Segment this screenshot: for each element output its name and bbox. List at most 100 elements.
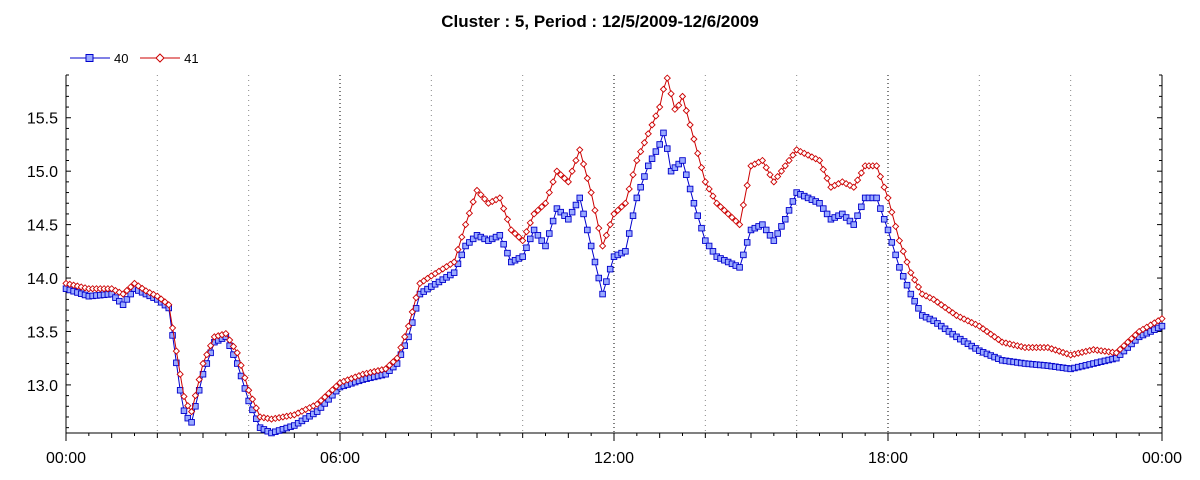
axis-layer [65,74,1163,441]
data-point-41 [640,139,649,147]
data-point-41 [583,174,591,182]
data-point-41 [850,183,858,191]
data-point-41 [648,121,656,129]
data-point-41 [412,294,420,302]
data-point-41 [785,156,793,165]
data-point-40 [546,230,553,237]
data-point-40 [527,235,534,243]
data-point-41 [694,149,702,158]
data-point-40 [762,226,770,234]
data-point-41 [606,220,614,229]
data-point-41 [397,343,405,352]
data-point-41 [625,185,633,193]
series-40 [62,129,1166,437]
data-point-41 [598,242,607,250]
data-point-41 [401,333,409,341]
data-point-41 [705,185,713,193]
data-point-40 [553,205,561,212]
data-point-41 [1131,331,1139,339]
data-point-40 [736,264,743,271]
y-tick-label: 15.5 [27,111,58,128]
data-point-40 [785,207,793,214]
data-point-40 [542,242,549,250]
data-point-40 [850,221,858,228]
data-point-40 [892,251,899,259]
data-point-40 [778,223,785,230]
data-point-41 [389,358,397,366]
data-point-41 [659,85,668,93]
data-point-41 [199,359,207,368]
data-point-41 [743,181,751,190]
data-point-41 [884,194,892,202]
data-point-40 [854,212,861,219]
data-point-40 [915,305,922,312]
data-point-41 [678,92,687,101]
data-point-40 [188,419,195,426]
data-point-40 [637,183,644,191]
data-point-40 [568,208,576,216]
data-point-41 [1112,349,1120,357]
legend-swatch-40 [70,54,110,62]
data-point-41 [903,258,911,266]
y-tick-label: 13.5 [27,324,58,341]
data-point-41 [709,192,717,200]
data-point-41 [789,151,797,159]
data-point-41 [1127,334,1136,343]
data-point-41 [184,402,192,410]
chart-title: Cluster : 5, Period : 12/5/2009-12/6/200… [441,12,759,31]
data-point-40 [652,148,660,155]
data-point-41 [579,160,588,168]
data-point-41 [469,198,477,206]
data-point-41 [393,354,401,362]
data-point-40 [313,408,321,415]
data-point-41 [572,156,580,165]
data-point-40 [169,332,176,339]
data-point-41 [621,199,630,207]
data-point-41 [762,163,770,172]
data-point-40 [648,155,656,162]
data-point-41 [165,301,173,309]
x-tick-label: 06:00 [320,450,360,467]
data-point-40 [671,164,679,171]
data-point-41 [313,400,321,408]
data-point-41 [317,396,325,405]
data-point-40 [504,249,511,257]
data-point-40 [774,230,781,237]
data-point-41 [248,395,257,403]
x-tick-label: 00:00 [46,450,86,467]
data-point-41 [153,292,161,300]
data-point-41 [328,386,337,394]
data-point-40 [591,258,599,266]
data-point-41 [720,206,728,214]
data-point-40 [880,216,888,223]
data-point-40 [839,210,846,218]
x-tick-label: 00:00 [1142,450,1182,467]
data-point-40 [173,359,180,367]
data-point-40 [694,212,701,219]
data-point-41 [652,112,660,120]
data-point-40 [469,235,477,243]
data-point-41 [602,231,611,239]
data-point-41 [713,199,721,207]
data-point-41 [663,74,671,82]
data-point-41 [781,162,789,170]
data-point-40 [823,210,831,218]
data-point-41 [233,349,241,357]
data-point-40 [549,217,557,225]
data-point-40 [709,248,717,255]
data-point-40 [877,205,884,212]
data-point-41 [500,204,508,213]
data-point-41 [891,222,900,231]
data-point-41 [526,219,534,227]
data-point-41 [385,361,394,369]
data-point-41 [777,167,786,175]
data-point-41 [690,135,698,143]
y-tick-label: 13.0 [27,378,58,395]
data-point-41 [161,298,169,306]
data-point-41 [496,194,504,202]
data-point-40 [595,274,603,282]
data-point-41 [519,237,527,245]
legend-item-40: 40 [70,49,128,67]
data-point-40 [606,265,614,273]
data-point-41 [610,210,618,218]
